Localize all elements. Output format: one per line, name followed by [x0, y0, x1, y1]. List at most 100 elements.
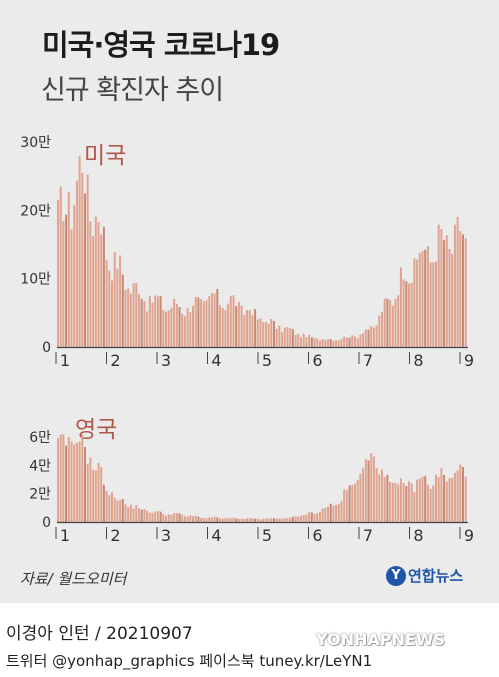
uk-chart-bar — [332, 505, 335, 522]
uk-chart-bar — [243, 518, 246, 522]
uk-chart-bar — [391, 482, 394, 522]
us-chart-bar — [367, 329, 370, 347]
uk-chart-bar — [70, 441, 73, 522]
uk-chart-bar — [364, 459, 367, 522]
uk-chart-bar — [375, 468, 378, 522]
uk-chart-bar — [219, 518, 221, 522]
uk-chart-bar — [113, 497, 116, 522]
uk-chart-bar — [297, 516, 300, 522]
uk-chart-bar — [224, 518, 227, 522]
us-chart-bar — [343, 336, 346, 347]
us-chart-bar — [200, 299, 203, 347]
uk-chart-bar — [259, 519, 262, 522]
us-chart-bar — [302, 333, 305, 347]
uk-chart-xtick-label: 5 — [262, 526, 272, 545]
us-chart-bar — [321, 339, 324, 347]
us-chart-bar — [151, 302, 154, 347]
uk-chart-bar — [202, 517, 205, 522]
us-chart-bar — [356, 338, 359, 347]
us-chart-bar — [235, 305, 238, 347]
uk-chart-bar — [308, 512, 311, 522]
us-chart-bar — [297, 333, 300, 347]
us-chart-bar — [327, 339, 329, 347]
us-chart-bar — [262, 322, 265, 347]
us-chart-bar — [156, 296, 159, 347]
uk-chart-bar — [227, 518, 230, 522]
us-chart-bar — [97, 222, 100, 347]
uk-chart-bar — [435, 474, 437, 522]
us-chart-bar — [111, 280, 113, 347]
uk-chart-bar — [378, 474, 381, 522]
us-chart-bar — [170, 307, 173, 347]
us-chart-bar — [219, 305, 221, 347]
uk-chart-bar — [418, 478, 421, 522]
us-chart-bar — [440, 229, 443, 347]
us-chart-bar — [256, 319, 259, 347]
us-chart-bar — [116, 268, 119, 347]
uk-chart-bar — [329, 503, 332, 522]
uk-chart-bar — [129, 504, 132, 522]
chart-panel: 미국·영국 코로나19 신규 확진자 추이 미국 영국 0 10만 20만 30만 1 2… — [0, 0, 499, 603]
us-chart-bar — [332, 340, 335, 347]
uk-chart-bar — [424, 475, 427, 522]
uk-chart-ytick-label: 6만 — [29, 430, 51, 446]
uk-chart-bar — [189, 515, 192, 522]
us-chart-bar — [432, 262, 435, 347]
us-chart-bar — [310, 337, 313, 347]
us-chart-bar — [102, 226, 105, 347]
uk-chart-bar — [127, 506, 130, 522]
uk-chart-ytick-label: 4만 — [29, 458, 51, 474]
us-chart-bar — [135, 282, 138, 347]
us-chart-ytick-label: 10만 — [20, 272, 51, 288]
uk-chart-bar — [429, 488, 432, 522]
us-chart-xtick-label: 1 — [60, 351, 70, 370]
uk-chart-bar — [200, 518, 203, 522]
us-chart-bar — [416, 259, 419, 347]
uk-chart-bar — [286, 518, 289, 522]
uk-chart-ytick-label: 0 — [42, 515, 51, 531]
uk-chart-bar — [73, 444, 76, 522]
us-chart-bar — [410, 283, 413, 347]
us-chart-xtick-label: 7 — [363, 351, 373, 370]
uk-chart-xtick-label: 2 — [110, 526, 120, 545]
uk-chart-bar — [413, 492, 416, 522]
uk-chart-bar — [108, 495, 111, 522]
us-chart-bar — [391, 305, 394, 347]
us-chart-bar — [381, 312, 383, 347]
us-chart-bar — [202, 301, 205, 347]
us-chart-bar — [359, 334, 362, 347]
uk-chart-bar — [124, 504, 127, 522]
us-chart-bar — [213, 293, 216, 347]
us-chart-bar — [65, 214, 68, 347]
uk-chart-bar — [140, 509, 143, 522]
uk-chart-bar — [408, 481, 410, 522]
us-chart-xtick-label: 6 — [312, 351, 322, 370]
us-chart-xtick-label: 2 — [110, 351, 120, 370]
us-chart-bar — [173, 298, 176, 347]
us-chart-bar — [175, 303, 178, 347]
us-chart-bar — [194, 296, 197, 347]
us-chart-bar — [386, 298, 389, 347]
us-chart-bar — [273, 320, 275, 347]
us-chart-bar — [119, 255, 122, 347]
uk-chart-bar — [310, 512, 313, 522]
uk-chart-bar — [410, 483, 413, 522]
us-chart-bar — [308, 334, 311, 347]
us-chart-bar — [92, 236, 95, 347]
page-title: 미국·영국 코로나19 — [42, 28, 280, 62]
us-chart-bar — [251, 315, 254, 347]
uk-chart-bar — [343, 489, 346, 522]
us-chart-xtick-label: 8 — [413, 351, 423, 370]
us-chart-bar — [143, 301, 146, 347]
us-chart-bar — [208, 296, 211, 347]
us-chart-bar — [240, 305, 243, 347]
us-chart-bar — [394, 299, 397, 347]
uk-chart-bar — [181, 514, 184, 522]
us-chart-bar — [159, 295, 162, 347]
uk-chart-bar — [294, 516, 297, 522]
us-chart-bar — [397, 295, 400, 347]
us-chart-bar — [221, 307, 224, 347]
uk-chart-bar — [138, 508, 140, 522]
uk-chart-bar — [421, 476, 424, 522]
us-chart-bar — [354, 336, 356, 347]
